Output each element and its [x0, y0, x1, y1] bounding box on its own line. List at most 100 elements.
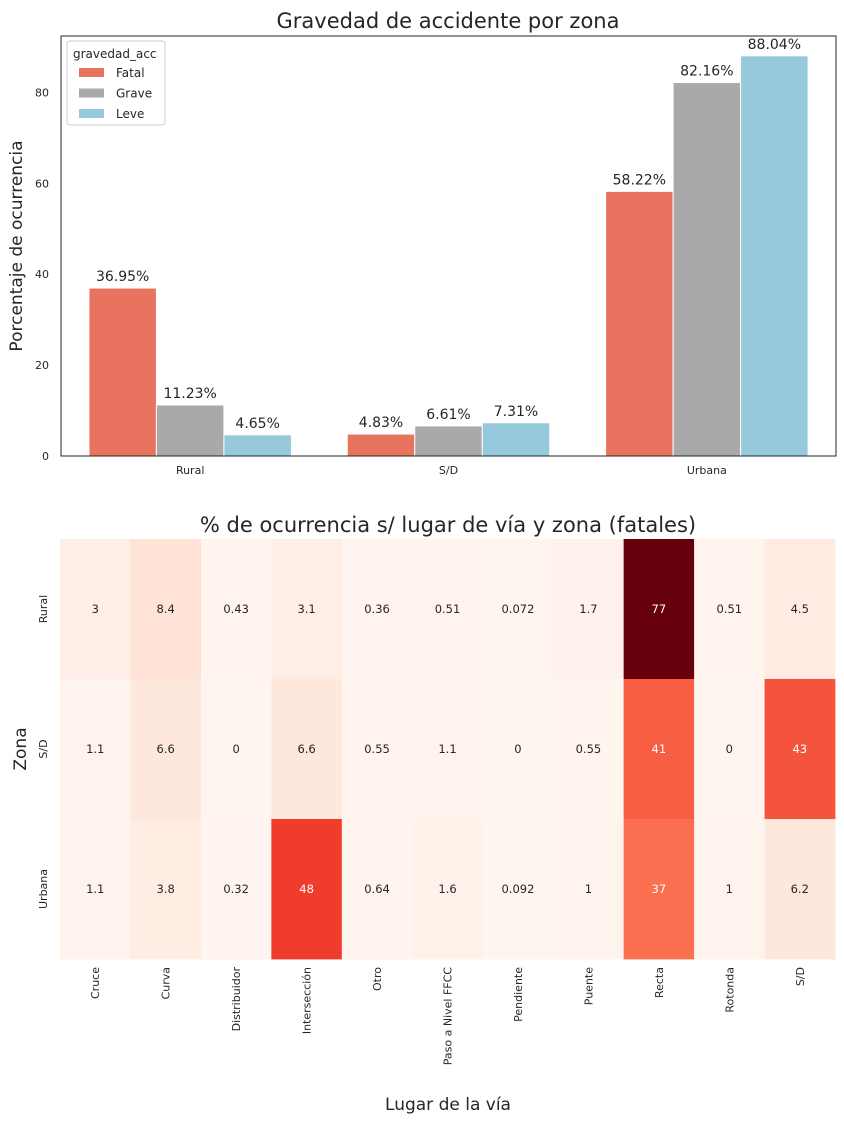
- bar-chart-y-axis-label: Porcentaje de ocurrencia: [7, 140, 27, 351]
- bar-data-label: 4.65%: [235, 416, 279, 432]
- heatmap-cell: [200, 679, 272, 820]
- heatmap-cell-label: 3.8: [157, 882, 175, 896]
- legend-swatch-grave: [79, 88, 104, 98]
- heatmap-cell-label: 0: [514, 742, 521, 756]
- x-tick-label: Rural: [176, 464, 204, 477]
- heatmap-cell: [341, 679, 413, 820]
- heatmap-cell: [130, 679, 202, 820]
- heatmap-chart: % de ocurrencia s/ lugar de vía y zona (…: [11, 513, 836, 1115]
- heatmap-cell: [623, 819, 695, 960]
- heatmap-cell-label: 41: [652, 742, 667, 756]
- bar-data-label: 58.22%: [613, 172, 666, 188]
- heatmap-cell-label: 4.5: [791, 602, 809, 616]
- heatmap-cell-label: 0: [726, 742, 733, 756]
- heatmap-cell: [623, 679, 695, 820]
- legend-title: gravedad_acc: [73, 47, 157, 61]
- bar-data-label: 88.04%: [748, 37, 801, 53]
- x-tick-label: S/D: [439, 464, 458, 477]
- heatmap-cell: [694, 819, 765, 960]
- bar-leve: [740, 55, 809, 457]
- heatmap-cell-label: 0.072: [501, 602, 534, 616]
- heatmap-row-label: Rural: [37, 595, 50, 623]
- y-tick-label: 60: [35, 177, 49, 190]
- bar-grave: [414, 425, 483, 457]
- heatmap-cell-label: 48: [299, 882, 314, 896]
- legend-entry-leve: Leve: [116, 107, 144, 121]
- y-tick-label: 80: [35, 86, 49, 99]
- heatmap-cell: [412, 539, 484, 680]
- heatmap-cell: [482, 819, 554, 960]
- bar-leve: [223, 434, 292, 457]
- bar-chart: Gravedad de accidente por zona Porcentaj…: [7, 9, 837, 477]
- heatmap-column-label: Puente: [582, 967, 595, 1005]
- heatmap-cell-label: 6.6: [297, 742, 315, 756]
- heatmap-row-label: Urbana: [37, 869, 50, 909]
- y-tick-label: 20: [35, 359, 49, 372]
- heatmap-cell-label: 8.4: [157, 602, 175, 616]
- bar-data-label: 82.16%: [680, 64, 733, 80]
- heatmap-y-axis-label: Zona: [11, 727, 31, 770]
- heatmap-column-label: Recta: [653, 967, 666, 998]
- heatmap-cell: [482, 679, 554, 820]
- heatmap-cell: [271, 819, 343, 960]
- heatmap-plot-area: 3 8.4 0.43 3.1 0.36 0.51 0.072 1.7 77 0.51 4.5 1.1 6…: [37, 539, 836, 1066]
- bar-data-label: 7.31%: [494, 404, 538, 420]
- heatmap-cell: [271, 539, 343, 680]
- heatmap-cell-label: 6.2: [791, 882, 809, 896]
- heatmap-column-label: Paso a Nivel FFCC: [442, 967, 455, 1066]
- legend: gravedad_acc Fatal Grave Leve: [66, 40, 166, 126]
- heatmap-cell-label: 0: [232, 742, 239, 756]
- heatmap-cell: [60, 819, 131, 960]
- heatmap-column-label: Intersección: [301, 967, 314, 1034]
- heatmap-cell: [764, 539, 836, 680]
- heatmap-cell-label: 0.55: [364, 742, 390, 756]
- heatmap-cell-label: 0.43: [223, 602, 249, 616]
- heatmap-cell: [200, 819, 272, 960]
- heatmap-cell-label: 1.7: [579, 602, 597, 616]
- heatmap-cell-label: 1: [585, 882, 592, 896]
- heatmap-cell-label: 1.6: [438, 882, 456, 896]
- heatmap-cell: [764, 679, 836, 820]
- bar-leve: [481, 422, 551, 457]
- heatmap-x-axis-label: Lugar de la vía: [385, 1095, 511, 1115]
- legend-entry-grave: Grave: [116, 87, 152, 101]
- heatmap-cell-label: 0.51: [717, 602, 743, 616]
- legend-box: [66, 40, 166, 126]
- heatmap-cell-label: 1.1: [438, 742, 456, 756]
- bar-chart-plot-area: 36.95% 4.83% 58.22% 11.23% 6.61% 82.16% 4.65% 7…: [35, 35, 837, 477]
- heatmap-column-label: Rotonda: [723, 967, 736, 1013]
- x-tick-label: Urbana: [687, 464, 727, 477]
- heatmap-cell: [553, 539, 625, 680]
- heatmap-cell-label: 0.64: [364, 882, 390, 896]
- heatmap-cell: [553, 819, 625, 960]
- heatmap-cell: [130, 819, 202, 960]
- heatmap-cell: [130, 539, 202, 680]
- heatmap-cell-label: 77: [652, 602, 667, 616]
- heatmap-cell-label: 1: [726, 882, 733, 896]
- legend-entry-fatal: Fatal: [116, 66, 145, 80]
- heatmap-cell: [60, 679, 131, 820]
- heatmap-cell-label: 1.1: [86, 882, 104, 896]
- heatmap-cell: [764, 819, 836, 960]
- bar-fatal: [605, 190, 674, 457]
- bar-chart-title: Gravedad de accidente por zona: [277, 9, 620, 33]
- heatmap-cell: [553, 679, 625, 820]
- bar-grave: [155, 404, 225, 457]
- heatmap-cell-label: 43: [792, 742, 807, 756]
- heatmap-cell-label: 0.092: [501, 882, 534, 896]
- heatmap-cell-label: 3: [92, 602, 99, 616]
- heatmap-cell: [694, 679, 765, 820]
- heatmap-cell-label: 6.6: [157, 742, 175, 756]
- legend-swatch-fatal: [79, 68, 104, 77]
- heatmap-column-label: Pendiente: [512, 967, 525, 1022]
- bar-data-label: 11.23%: [163, 386, 216, 402]
- bar-fatal: [346, 433, 416, 457]
- heatmap-cell: [271, 679, 343, 820]
- heatmap-cell-label: 1.1: [86, 742, 104, 756]
- heatmap-cell: [60, 539, 131, 680]
- heatmap-cell: [482, 539, 554, 680]
- legend-swatch-leve: [79, 109, 104, 118]
- heatmap-cell: [412, 819, 484, 960]
- heatmap-cell: [341, 819, 413, 960]
